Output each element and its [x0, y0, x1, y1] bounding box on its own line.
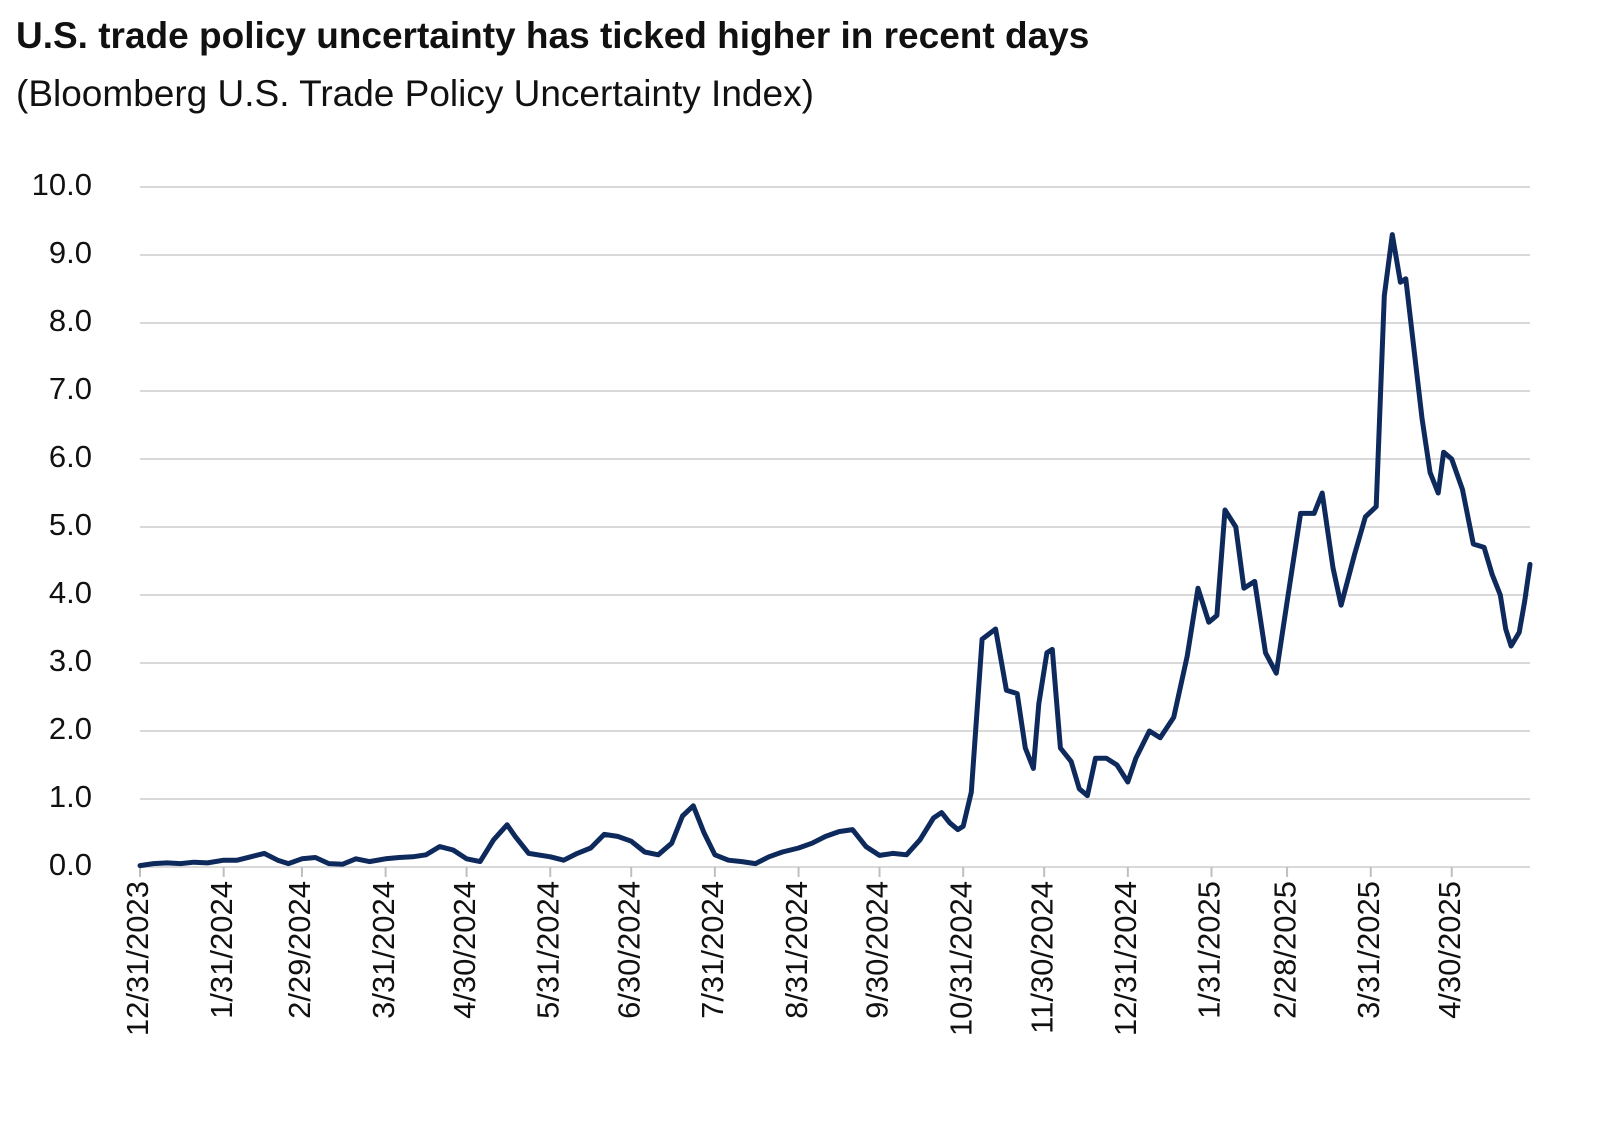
chart-title: U.S. trade policy uncertainty has ticked… [16, 15, 1089, 56]
x-tick-label: 12/31/2023 [120, 881, 155, 1036]
x-tick-label: 2/28/2025 [1267, 881, 1302, 1019]
y-tick-label: 4.0 [49, 575, 92, 610]
y-tick-label: 5.0 [49, 507, 92, 542]
x-tick-label: 7/31/2024 [695, 881, 730, 1019]
data-line [137, 232, 1533, 869]
y-tick-label: 10.0 [32, 167, 92, 202]
x-tick-label: 11/30/2024 [1024, 881, 1059, 1034]
x-tick-label: 2/29/2024 [282, 881, 317, 1019]
x-tick-label: 3/31/2024 [366, 881, 401, 1019]
y-tick-label: 6.0 [49, 439, 92, 474]
y-tick-label: 9.0 [49, 235, 92, 270]
y-tick-label: 1.0 [49, 779, 92, 814]
x-tick-label: 4/30/2024 [447, 881, 482, 1019]
y-tick-label: 0.0 [49, 847, 92, 882]
x-tick-label: 9/30/2024 [860, 881, 895, 1019]
x-tick-label: 12/31/2024 [1108, 881, 1143, 1036]
x-tick-label: 1/31/2024 [204, 881, 239, 1019]
x-tick-label: 4/30/2025 [1432, 881, 1467, 1019]
x-tick-label: 1/31/2025 [1192, 881, 1227, 1019]
chart-subtitle: (Bloomberg U.S. Trade Policy Uncertainty… [16, 73, 814, 114]
y-tick-label: 3.0 [49, 643, 92, 678]
x-tick-label: 10/31/2024 [943, 881, 978, 1036]
x-tick-label: 3/31/2025 [1351, 881, 1386, 1019]
x-tick-label: 6/30/2024 [611, 881, 646, 1019]
y-tick-label: 2.0 [49, 711, 92, 746]
y-tick-label: 7.0 [49, 371, 92, 406]
x-tick-label: 8/31/2024 [779, 881, 814, 1019]
x-tick-label: 5/31/2024 [530, 881, 565, 1019]
y-tick-label: 8.0 [49, 303, 92, 338]
